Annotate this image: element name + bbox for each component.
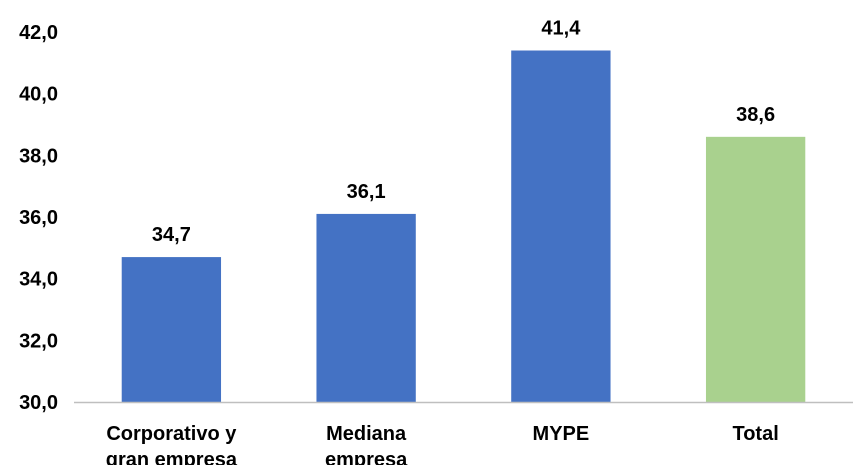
y-tick-label: 34,0: [19, 269, 58, 291]
bar: [316, 213, 416, 402]
data-label: 36,1: [347, 181, 386, 203]
x-category-label: Corporativo y: [106, 423, 237, 445]
y-axis-ticks: 30,0 32,0 34,0 36,0 38,0 40,0 42,0: [19, 22, 58, 414]
y-tick-label: 40,0: [19, 84, 58, 106]
y-tick-label: 32,0: [19, 330, 58, 352]
x-category-label: gran empresa: [106, 449, 238, 465]
category-labels: Corporativo y gran empresa Mediana empresa M…: [106, 423, 779, 465]
y-tick-label: 36,0: [19, 207, 58, 229]
y-tick-label: 38,0: [19, 145, 58, 167]
data-label: 41,4: [541, 18, 581, 40]
bar: [705, 136, 806, 403]
y-tick-label: 42,0: [19, 22, 58, 44]
y-tick-label: 30,0: [19, 392, 58, 414]
bar: [121, 257, 222, 402]
x-category-label: empresa: [325, 449, 408, 465]
x-category-label: Mediana: [326, 423, 407, 445]
x-category-label: Total: [732, 423, 778, 445]
x-category-label: MYPE: [533, 423, 590, 445]
data-label: 38,6: [736, 104, 775, 126]
data-label: 34,7: [152, 224, 191, 246]
bar: [511, 50, 611, 402]
data-labels: 34,7 36,1 41,4 38,6: [152, 18, 775, 247]
bars: [121, 50, 806, 403]
